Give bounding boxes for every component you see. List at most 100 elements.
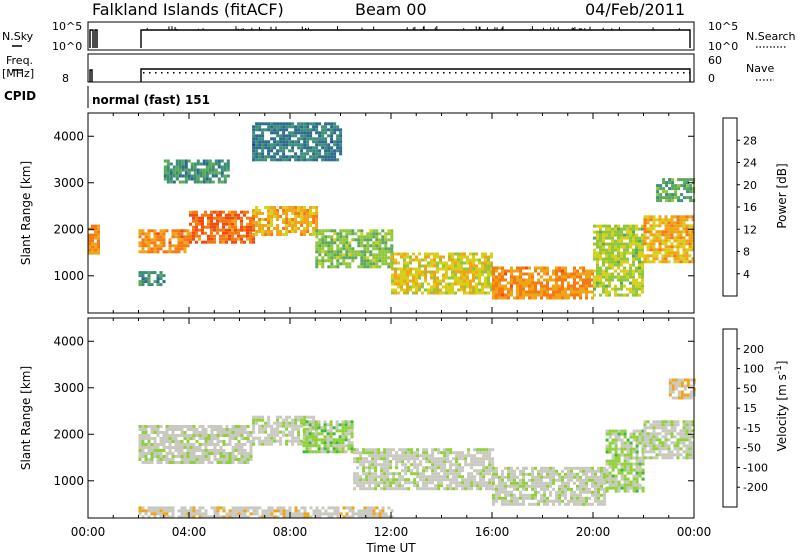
velocity-cell (210, 440, 214, 443)
power-cell (267, 128, 271, 132)
velocity-cell (510, 493, 513, 497)
power-cell (315, 229, 319, 233)
velocity-cell (162, 512, 166, 516)
beam-label: Beam 00 (355, 0, 427, 19)
velocity-cell (225, 461, 229, 464)
velocity-cell (398, 460, 402, 464)
velocity-cell (308, 432, 312, 436)
power-cell (412, 252, 415, 256)
velocity-cell (222, 443, 226, 446)
velocity-cell (380, 472, 384, 476)
velocity-cell (258, 418, 262, 422)
velocity-cell (632, 489, 636, 493)
velocity-cell (605, 468, 609, 472)
power-cell (169, 177, 173, 181)
power-cell (348, 250, 352, 254)
power-cell (196, 177, 200, 181)
velocity-cell (608, 483, 612, 487)
power-cell (366, 250, 370, 254)
velocity-cell (649, 447, 653, 451)
velocity-cell (661, 453, 665, 457)
velocity-cell (422, 475, 426, 479)
power-cell (605, 248, 608, 252)
velocity-cell (150, 509, 154, 513)
power-cell (336, 253, 340, 257)
velocity-cell (600, 487, 603, 491)
velocity-cell (614, 432, 618, 436)
velocity-cell (285, 421, 289, 425)
velocity-cell (473, 475, 477, 479)
power-cell (321, 235, 325, 239)
power-cell (321, 244, 325, 248)
power-cell (670, 242, 674, 246)
nave-dot (557, 72, 559, 74)
velocity-cell (655, 447, 659, 451)
power-cell (285, 158, 289, 162)
power-cell (602, 269, 605, 273)
power-cell (552, 284, 555, 288)
velocity-cell (210, 515, 214, 519)
velocity-cell (308, 447, 312, 451)
velocity-cell (473, 454, 477, 458)
velocity-cell (635, 483, 639, 487)
velocity-cell (641, 489, 645, 493)
power-cell (324, 250, 328, 254)
power-cell (611, 254, 614, 258)
power-cell (412, 267, 415, 271)
power-cell (273, 215, 277, 218)
power-cell (285, 218, 289, 221)
velocity-cell (485, 454, 489, 458)
velocity-cell (671, 387, 675, 391)
power-cell (336, 143, 340, 147)
velocity-cell (294, 421, 298, 425)
velocity-cell (531, 487, 534, 491)
velocity-cell (303, 415, 307, 419)
power-cell (330, 158, 334, 162)
power-cell (300, 137, 304, 141)
power-cell (686, 181, 690, 185)
power-cell (442, 267, 445, 271)
velocity-cell (440, 481, 444, 485)
power-cell (445, 288, 448, 292)
velocity-cell (434, 460, 438, 464)
velocity-cell (638, 459, 642, 463)
velocity-cell (501, 490, 504, 494)
power-cell (255, 140, 259, 144)
power-cell (315, 244, 319, 248)
cpid-text: normal (fast) 151 (92, 93, 210, 107)
velocity-cell (516, 499, 519, 503)
velocity-cell (282, 424, 286, 428)
power-cell (664, 224, 668, 228)
velocity-cell (395, 481, 399, 485)
power-cell (460, 288, 463, 292)
velocity-cell (679, 438, 683, 442)
power-cell (330, 134, 334, 138)
velocity-cell (495, 490, 498, 494)
power-cell (403, 258, 406, 262)
velocity-cell (243, 509, 247, 513)
velocity-cell (576, 487, 579, 491)
power-cell (472, 288, 475, 292)
power-cell (201, 231, 204, 235)
velocity-cell (350, 423, 354, 427)
velocity-cell (564, 502, 567, 506)
velocity-cell (186, 455, 190, 458)
velocity-cell (297, 442, 301, 446)
power-cell (309, 209, 313, 212)
power-cell (172, 180, 176, 184)
power-cell (94, 224, 97, 228)
velocity-cell (582, 469, 585, 473)
power-cell (306, 149, 310, 153)
power-cell (291, 221, 295, 224)
power-cell (632, 242, 635, 246)
power-cell (270, 209, 274, 212)
velocity-cell (383, 469, 387, 473)
velocity-cell (398, 487, 402, 491)
power-cell (599, 275, 602, 279)
velocity-cell (635, 429, 639, 433)
power-cell (153, 244, 157, 248)
velocity-cell (564, 490, 567, 494)
power-cell (585, 275, 588, 279)
velocity-cell (362, 481, 366, 485)
velocity-cell (629, 486, 633, 490)
